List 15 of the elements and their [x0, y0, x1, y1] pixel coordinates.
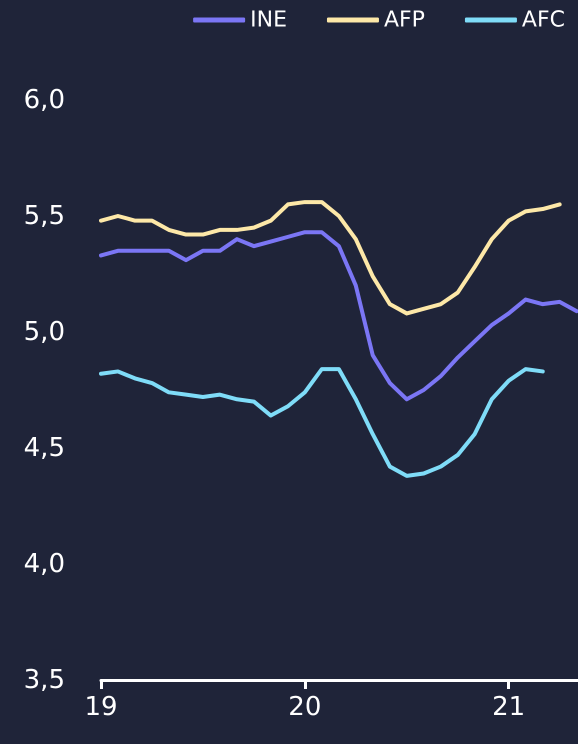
y-tick-label: 4,0 — [24, 549, 65, 579]
legend-label: AFP — [384, 8, 425, 32]
legend-label: INE — [250, 8, 287, 32]
x-tick-label: 21 — [492, 692, 526, 722]
y-tick-label: 5,5 — [24, 201, 65, 231]
x-tick-label: 20 — [288, 692, 322, 722]
legend-label: AFC — [522, 8, 566, 32]
y-tick-label: 3,5 — [24, 665, 65, 695]
y-tick-label: 5,0 — [24, 317, 65, 347]
y-tick-label: 6,0 — [24, 85, 65, 115]
x-tick-label: 19 — [84, 692, 118, 722]
y-tick-label: 4,5 — [24, 433, 65, 463]
line-series — [99, 200, 562, 316]
line-series — [99, 230, 578, 402]
line-series — [99, 367, 545, 478]
